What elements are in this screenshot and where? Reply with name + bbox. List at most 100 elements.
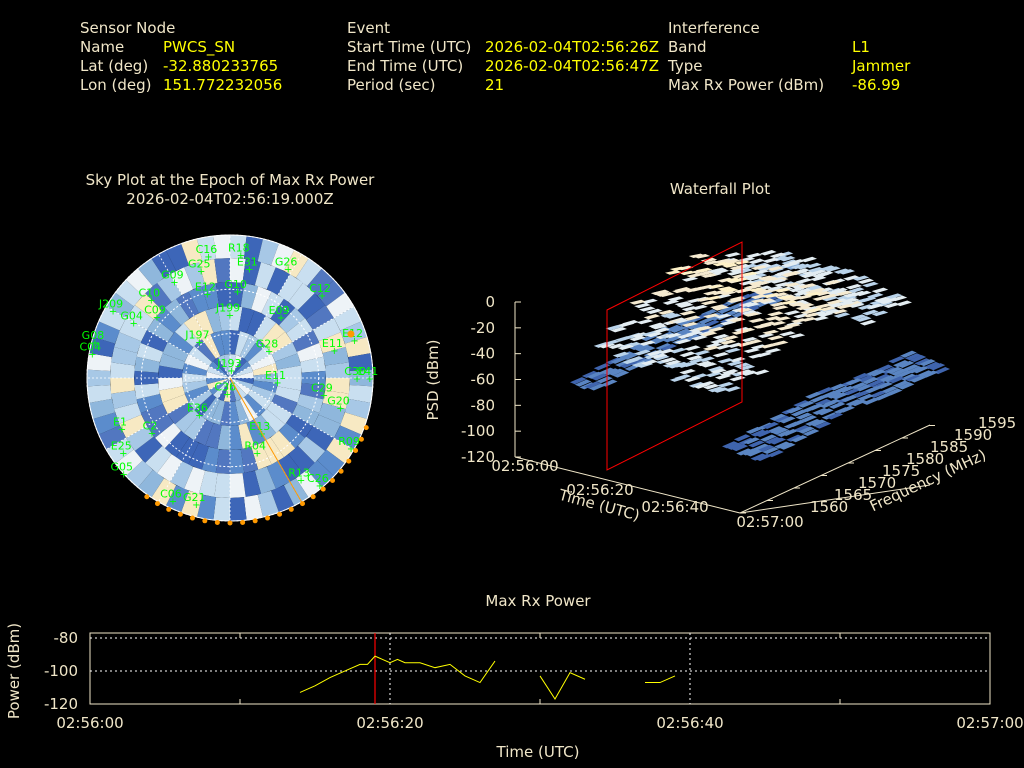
sky-satellite-marker: + (347, 444, 355, 455)
sky-satellite-label: C04 (80, 341, 101, 354)
wf-surface-cell (722, 288, 739, 293)
sky-heat-cell (188, 345, 213, 366)
wf-surface-cell (665, 270, 682, 275)
sky-satellite-label: E11 (322, 337, 343, 350)
wf-surface-cell (686, 322, 703, 330)
sky-heat-cell (206, 378, 230, 390)
wf-surface-cell (698, 356, 715, 363)
wf-surface-cell (819, 306, 836, 312)
wf-surface-cell (774, 316, 791, 322)
sky-heat-cell (213, 235, 230, 259)
sky-heat-cell (254, 315, 277, 342)
wf-surface-cell (852, 275, 870, 281)
sky-heat-cell (288, 445, 315, 474)
wf-surface-cell (593, 363, 611, 371)
sky-heat-cell (242, 259, 262, 286)
maxrx-y-axis-title: Power (dBm) (5, 623, 23, 719)
maxrx-series-line (299, 655, 496, 693)
wf-surface-cell (596, 376, 613, 384)
event-heading: Event (347, 19, 390, 37)
wf-surface-cell (646, 308, 663, 315)
maxrx-frame (89, 632, 991, 705)
wf-frequency-tick-label: 1590 (954, 426, 992, 444)
sky-satellite-marker: + (226, 310, 234, 321)
wf-surface-cell (748, 440, 765, 448)
sky-heat-cell (119, 414, 147, 438)
waterfall-title: Waterfall Plot (669, 180, 771, 198)
wf-surface-cell (824, 398, 841, 406)
sky-heat-cell (165, 243, 189, 271)
sky-heat-cell (238, 307, 255, 333)
wf-surface-cell (674, 338, 692, 345)
wf-surface-cell (845, 300, 863, 307)
sky-heat-cell (230, 378, 247, 399)
wf-surface-cell (750, 265, 768, 271)
sky-heat-cell (136, 342, 163, 362)
wf-surface-cell (762, 257, 779, 263)
wf-surface-cell (776, 295, 794, 300)
wf-surface-cell (812, 316, 829, 321)
wf-surface-cell (722, 263, 739, 268)
sky-satellite-marker: + (273, 378, 281, 389)
wf-surface-cell (847, 287, 865, 293)
wf-surface-cell (665, 332, 682, 339)
sky-heat-cell (170, 461, 194, 489)
wf-time-tick-label: 02:56:20 (566, 481, 633, 499)
sky-satellite-marker: + (284, 265, 292, 276)
wf-surface-cell (755, 430, 772, 438)
sky-heat-cell (230, 401, 240, 426)
maxrx-y-tick-label: -120 (44, 695, 78, 713)
sky-heat-cell (230, 282, 245, 307)
wf-surface-cell (824, 279, 841, 286)
wf-surface-cell (852, 390, 870, 398)
wf-time-axis (514, 456, 741, 514)
wf-surface-cell (857, 278, 874, 284)
wf-surface-cell (833, 268, 851, 274)
wf-surface-cell (795, 263, 813, 270)
sky-heat-cell (154, 422, 182, 449)
wf-surface-cell (669, 347, 687, 354)
wf-surface-cell (681, 276, 699, 282)
sky-heat-cell (349, 369, 373, 387)
sky-heat-cell (230, 371, 254, 378)
waterfall-time-marker (606, 241, 743, 471)
sky-satellite-marker: + (88, 350, 96, 361)
sky-heat-cell (134, 293, 163, 320)
waterfall-surface (570, 250, 950, 461)
wf-surface-cell (885, 293, 903, 299)
wf-surface-cell (824, 266, 841, 272)
sky-heat-cell (230, 361, 251, 378)
sky-heat-cell (333, 306, 362, 331)
wf-surface-cell (700, 362, 718, 368)
sky-heat-cell (230, 306, 243, 331)
sky-satellite-label: G26 (275, 256, 298, 269)
sky-heat-cell (93, 321, 120, 344)
sky-satellite-marker: + (253, 449, 261, 460)
sky-jammer-point (300, 501, 305, 507)
wf-frequency-axis (739, 484, 931, 514)
wf-surface-cell (769, 252, 787, 259)
wf-psd-tick-label: -100 (461, 422, 495, 440)
wf-surface-cell (698, 284, 715, 290)
wf-surface-cell (615, 336, 632, 342)
wf-surface-cell (679, 351, 696, 358)
sky-heat-cell (154, 307, 182, 334)
sky-satellite-label: E12 (195, 281, 216, 294)
sky-jammer-point (320, 486, 326, 492)
sky-satellite-marker: + (223, 390, 231, 401)
sky-satellite-marker: + (353, 374, 361, 385)
wf-surface-cell (904, 374, 922, 382)
wf-surface-cell (874, 296, 891, 303)
sky-heat-cell (151, 478, 177, 506)
sensor-name-value: PWCS_SN (163, 38, 236, 56)
wf-surface-cell (710, 368, 727, 374)
sky-heat-cell (253, 372, 278, 384)
wf-surface-cell (705, 371, 722, 378)
wf-surface-cell (774, 288, 791, 293)
wf-surface-cell (883, 375, 901, 383)
sky-heat-cell (164, 430, 190, 458)
wf-surface-cell (634, 303, 651, 309)
sky-heat-cell (181, 490, 203, 518)
wf-surface-cell (707, 326, 725, 332)
sky-satellite-marker: + (320, 391, 328, 402)
